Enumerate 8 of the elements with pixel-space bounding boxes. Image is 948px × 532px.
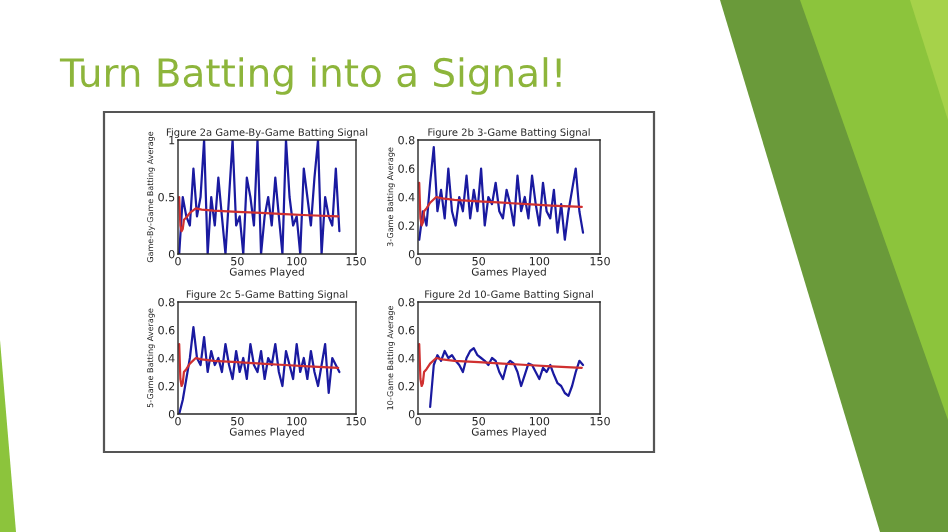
line-series — [178, 195, 340, 233]
line-series — [178, 342, 340, 388]
line-series — [418, 146, 585, 241]
line-series — [418, 181, 583, 227]
line-series — [178, 326, 341, 414]
text: Turn Batting into a Signal! — [59, 57, 561, 95]
line-series — [418, 342, 583, 388]
line-series — [429, 347, 585, 409]
